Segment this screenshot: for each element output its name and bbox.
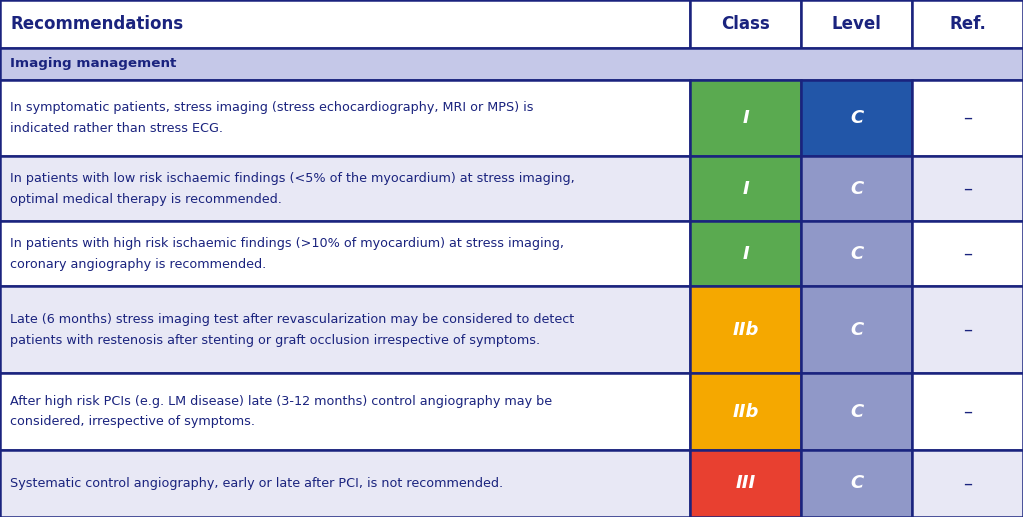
Bar [801,0,913,48]
Bar [801,286,913,373]
Text: –: – [963,321,972,339]
Text: Class: Class [721,15,770,33]
Bar [690,0,801,48]
Text: Ref.: Ref. [949,15,986,33]
Bar [913,373,1023,450]
Text: C: C [850,109,863,127]
Text: IIb: IIb [732,321,759,339]
Text: Recommendations: Recommendations [10,15,183,33]
Bar [913,221,1023,286]
Text: In patients with low risk ischaemic findings (<5% of the myocardium) at stress i: In patients with low risk ischaemic find… [10,172,575,185]
Text: Systematic control angiography, early or late after PCI, is not recommended.: Systematic control angiography, early or… [10,477,503,490]
Bar [0,48,1023,80]
Text: –: – [963,403,972,420]
Bar [801,450,913,517]
Bar [801,156,913,221]
Bar [913,0,1023,48]
Text: IIb: IIb [732,403,759,420]
Text: III: III [736,475,756,492]
Text: considered, irrespective of symptoms.: considered, irrespective of symptoms. [10,415,255,429]
Bar [690,286,801,373]
Bar [690,373,801,450]
Text: –: – [963,475,972,492]
Text: patients with restenosis after stenting or graft occlusion irrespective of sympt: patients with restenosis after stenting … [10,333,540,347]
Bar [0,286,690,373]
Text: Late (6 months) stress imaging test after revascularization may be considered to: Late (6 months) stress imaging test afte… [10,313,575,326]
Bar [0,373,690,450]
Text: optimal medical therapy is recommended.: optimal medical therapy is recommended. [10,192,282,206]
Text: I: I [742,245,749,263]
Bar [0,156,690,221]
Bar [913,450,1023,517]
Bar [0,0,690,48]
Bar [913,286,1023,373]
Bar [690,221,801,286]
Text: C: C [850,403,863,420]
Text: C: C [850,475,863,492]
Text: I: I [742,109,749,127]
Text: Imaging management: Imaging management [10,57,177,70]
Text: I: I [742,180,749,197]
Bar [801,373,913,450]
Text: C: C [850,321,863,339]
Bar [690,156,801,221]
Bar [801,80,913,156]
Text: C: C [850,180,863,197]
Bar [801,221,913,286]
Text: C: C [850,245,863,263]
Bar [0,221,690,286]
Text: coronary angiography is recommended.: coronary angiography is recommended. [10,257,266,271]
Text: indicated rather than stress ECG.: indicated rather than stress ECG. [10,121,223,135]
Text: –: – [963,180,972,197]
Text: In patients with high risk ischaemic findings (>10% of myocardium) at stress ima: In patients with high risk ischaemic fin… [10,237,565,250]
Text: In symptomatic patients, stress imaging (stress echocardiography, MRI or MPS) is: In symptomatic patients, stress imaging … [10,101,534,114]
Text: –: – [963,245,972,263]
Text: Level: Level [832,15,882,33]
Text: After high risk PCIs (e.g. LM disease) late (3-12 months) control angiography ma: After high risk PCIs (e.g. LM disease) l… [10,394,552,408]
Bar [913,80,1023,156]
Text: –: – [963,109,972,127]
Bar [690,80,801,156]
Bar [0,450,690,517]
Bar [0,80,690,156]
Bar [913,156,1023,221]
Bar [690,450,801,517]
